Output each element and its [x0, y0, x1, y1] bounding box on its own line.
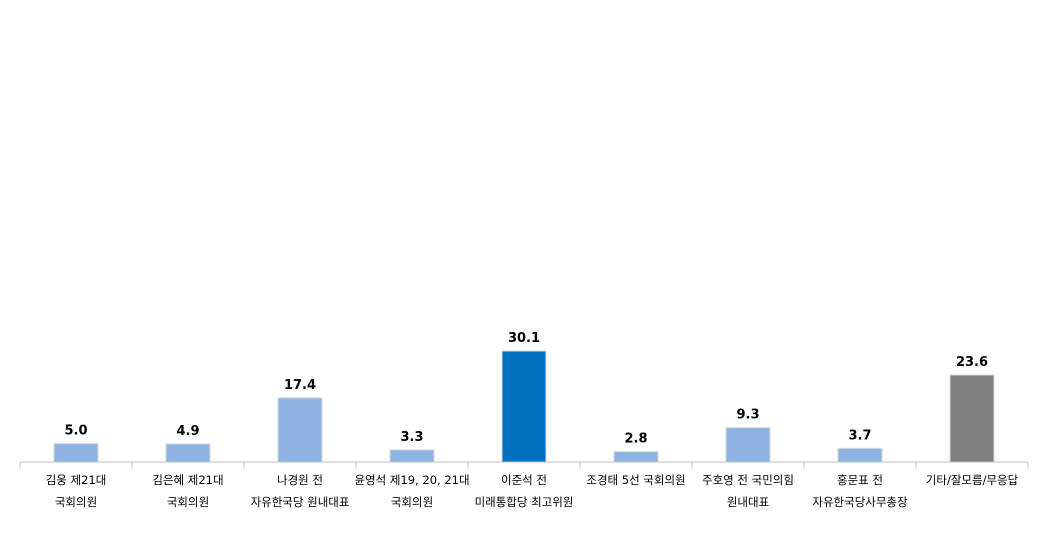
category-tick-label: 국회의원	[391, 495, 433, 509]
data-label: 3.3	[400, 430, 423, 445]
category-tick-label: 조경태 5선 국회의원	[586, 473, 685, 487]
bar	[837, 447, 883, 463]
category-tick-label: 자유한국당사무총장	[812, 495, 908, 509]
x-axis-ticks	[19, 462, 1029, 468]
bar	[389, 449, 435, 463]
category-tick-label: 윤영석 제19, 20, 21대	[354, 473, 469, 487]
data-label: 2.8	[624, 432, 647, 447]
bar	[277, 397, 323, 463]
data-label: 5.0	[64, 424, 87, 439]
bar	[949, 374, 995, 463]
category-tick-label: 국회의원	[167, 495, 209, 509]
category-tick-label: 김웅 제21대	[46, 473, 107, 487]
category-tick-label: 이준석 전	[501, 473, 547, 487]
bar	[501, 350, 547, 463]
category-tick-label: 나경원 전	[277, 473, 323, 487]
value-labels-group: 5.0 4.9 17.4 3.3 30.1 2.8 9.3 3.7 23.6	[64, 331, 988, 447]
bar	[165, 443, 211, 463]
category-tick-label: 주호영 전 국민의힘	[702, 473, 794, 487]
data-label: 30.1	[508, 331, 540, 346]
bar	[613, 451, 659, 463]
category-tick-label: 미래통합당 최고위원	[475, 495, 574, 509]
bar	[725, 427, 771, 463]
data-label: 23.6	[956, 355, 988, 370]
category-tick-label: 김은혜 제21대	[152, 473, 223, 487]
data-label: 3.7	[848, 428, 871, 443]
bar	[53, 443, 99, 463]
bars-group	[53, 350, 995, 463]
category-tick-label: 홍문표 전	[837, 473, 883, 487]
data-label: 4.9	[176, 424, 199, 439]
category-tick-label: 자유한국당 원내대표	[251, 495, 350, 509]
category-tick-label: 원내대표	[727, 495, 769, 509]
category-tick-label: 기타/잘모름/무응답	[926, 473, 1019, 487]
data-label: 9.3	[736, 408, 759, 423]
category-tick-label: 국회의원	[55, 495, 97, 509]
data-label: 17.4	[284, 378, 316, 393]
